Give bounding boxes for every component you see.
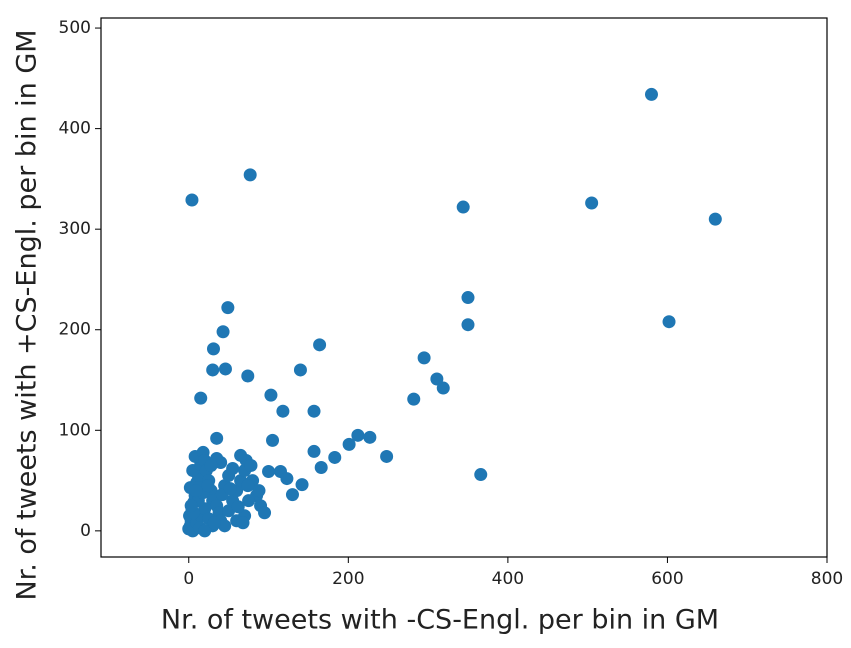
point bbox=[430, 372, 444, 386]
point bbox=[242, 494, 256, 508]
point bbox=[662, 315, 676, 329]
point bbox=[293, 363, 307, 377]
point bbox=[285, 488, 299, 502]
point bbox=[189, 484, 203, 498]
y-tick-label: 200 bbox=[59, 320, 91, 340]
point bbox=[313, 338, 327, 352]
x-tick-label: 200 bbox=[332, 569, 364, 589]
point bbox=[276, 404, 290, 418]
x-tick-label: 0 bbox=[183, 569, 194, 589]
point bbox=[456, 200, 470, 214]
point bbox=[644, 87, 658, 101]
point bbox=[314, 461, 328, 475]
point bbox=[708, 212, 722, 226]
y-tick-label: 300 bbox=[59, 219, 91, 239]
point bbox=[407, 392, 421, 406]
point bbox=[252, 484, 266, 498]
y-tick-label: 500 bbox=[59, 18, 91, 38]
point bbox=[474, 468, 488, 482]
point bbox=[417, 351, 431, 365]
point bbox=[207, 516, 221, 530]
point bbox=[342, 437, 356, 451]
point bbox=[262, 465, 276, 479]
y-tick-label: 100 bbox=[59, 420, 91, 440]
point bbox=[218, 362, 232, 376]
point bbox=[351, 428, 365, 442]
point bbox=[258, 506, 272, 520]
point bbox=[461, 291, 475, 305]
point bbox=[206, 342, 220, 356]
point bbox=[204, 458, 218, 472]
point bbox=[206, 363, 220, 377]
point bbox=[201, 479, 215, 493]
point bbox=[218, 519, 232, 533]
point bbox=[461, 318, 475, 332]
point bbox=[184, 499, 198, 513]
point bbox=[185, 193, 199, 207]
point bbox=[307, 404, 321, 418]
point bbox=[280, 472, 294, 486]
point bbox=[380, 449, 394, 463]
point bbox=[241, 479, 255, 493]
y-axis-label: Nr. of tweets with +CS-Engl. per bin in … bbox=[12, 29, 43, 600]
point bbox=[328, 450, 342, 464]
point bbox=[236, 516, 250, 530]
point bbox=[295, 478, 309, 492]
point bbox=[244, 458, 258, 472]
point bbox=[436, 381, 450, 395]
point bbox=[194, 391, 208, 405]
point bbox=[266, 433, 280, 447]
point bbox=[585, 196, 599, 210]
point bbox=[264, 388, 278, 402]
x-tick-label: 400 bbox=[492, 569, 524, 589]
point bbox=[210, 431, 224, 445]
point bbox=[198, 524, 212, 538]
y-tick-label: 400 bbox=[59, 119, 91, 139]
point bbox=[307, 444, 321, 458]
point bbox=[231, 500, 245, 514]
point bbox=[223, 482, 237, 496]
point bbox=[243, 168, 257, 182]
point bbox=[226, 462, 240, 476]
point bbox=[234, 448, 248, 462]
point bbox=[241, 369, 255, 383]
point bbox=[221, 301, 235, 315]
y-tick-label: 0 bbox=[80, 521, 91, 541]
x-tick-label: 600 bbox=[651, 569, 683, 589]
point bbox=[363, 430, 377, 444]
x-tick-label: 800 bbox=[811, 569, 843, 589]
plot-frame bbox=[100, 17, 828, 558]
point bbox=[216, 325, 230, 339]
x-axis-label: Nr. of tweets with -CS-Engl. per bin in … bbox=[161, 605, 719, 636]
